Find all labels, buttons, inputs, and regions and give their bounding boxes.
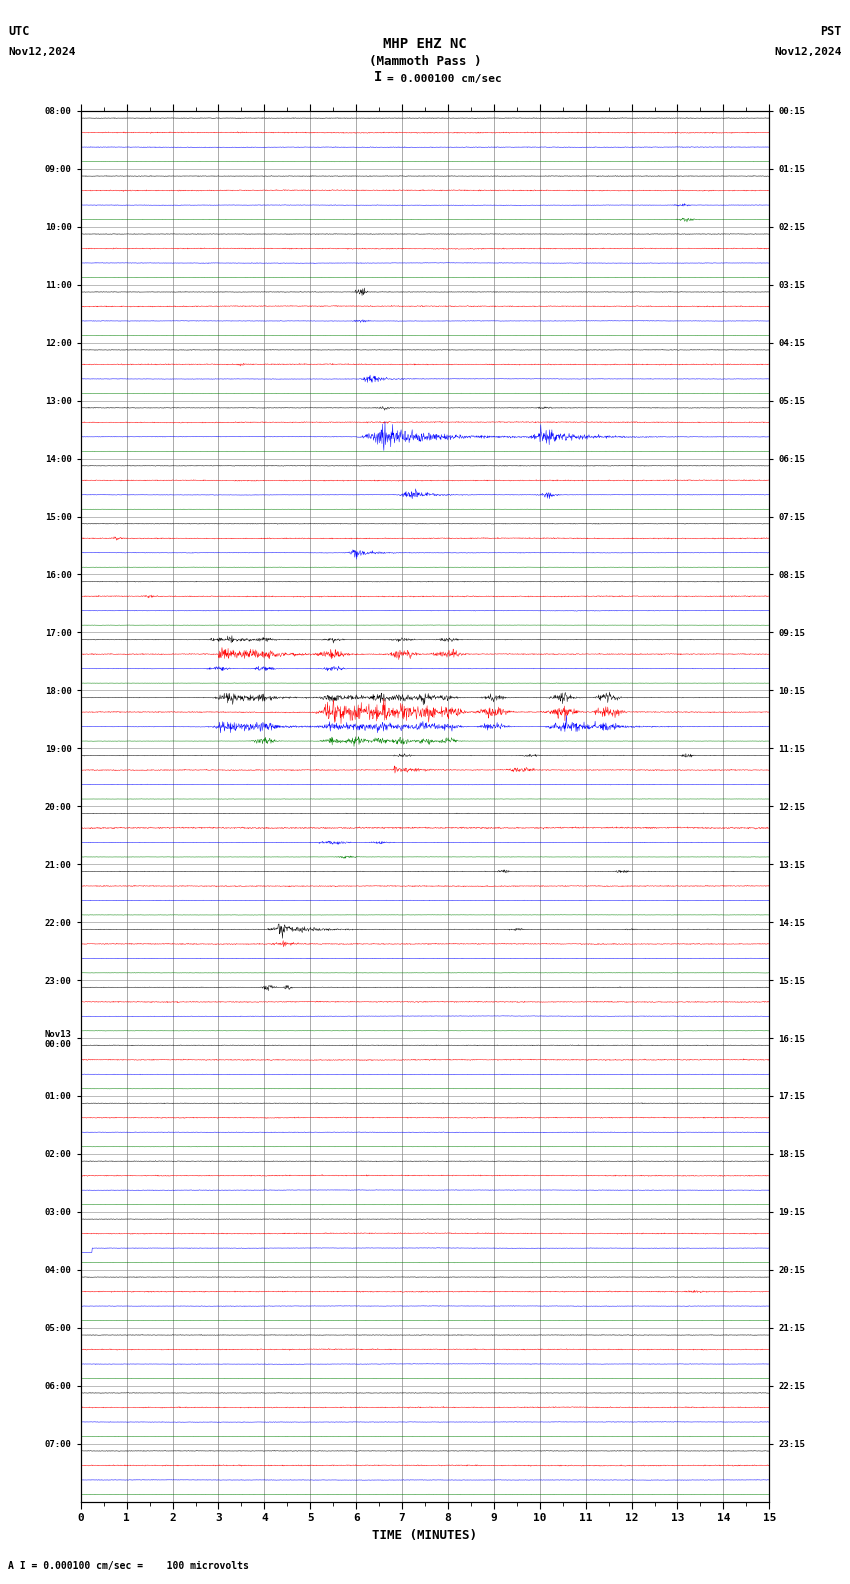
Text: MHP EHZ NC: MHP EHZ NC	[383, 36, 467, 51]
Text: UTC: UTC	[8, 25, 30, 38]
Text: Nov12,2024: Nov12,2024	[8, 48, 76, 57]
Text: PST: PST	[820, 25, 842, 38]
Text: = 0.000100 cm/sec: = 0.000100 cm/sec	[387, 74, 501, 84]
Text: I: I	[374, 70, 382, 84]
Text: Nov12,2024: Nov12,2024	[774, 48, 842, 57]
Text: (Mammoth Pass ): (Mammoth Pass )	[369, 55, 481, 68]
Text: A I = 0.000100 cm/sec =    100 microvolts: A I = 0.000100 cm/sec = 100 microvolts	[8, 1562, 249, 1571]
X-axis label: TIME (MINUTES): TIME (MINUTES)	[372, 1529, 478, 1541]
